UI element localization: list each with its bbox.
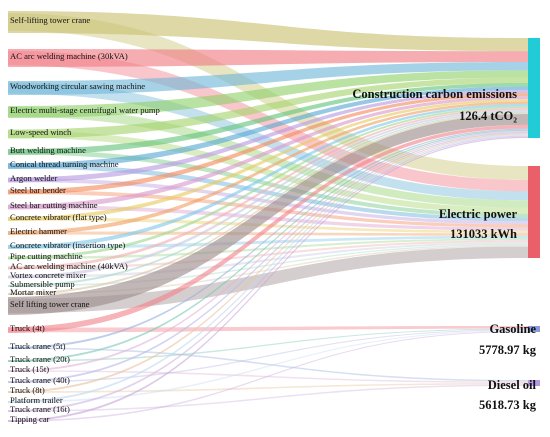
- flow-electric-multi-stage-centrifugal-water-pump-to-electric-power: [8, 107, 528, 208]
- flow-conical-thread-turning-machine-to-construction-carbon-emissions: [8, 86, 528, 169]
- target-value-diesel-oil: 5618.73 kg: [479, 398, 537, 412]
- flow-ac-arc-welding-machine-30kva-to-construction-carbon-emissions: [8, 49, 528, 67]
- source-label-platform-trailer: Platform trailer: [10, 395, 63, 405]
- source-label-concrete-vibrator-insertion-type: Concrete vibrator (insertion type): [10, 240, 125, 250]
- target-value-construction-carbon-emissions: 126.4 tCO₂: [459, 109, 517, 123]
- flow-tipping-car-to-construction-carbon-emissions: [8, 136, 528, 422]
- flow-truck-crane-16t-to-construction-carbon-emissions: [8, 135, 528, 412]
- source-label-woodworking-circular-sawing-machine: Woodworking circular sawing machine: [10, 81, 145, 91]
- source-label-steel-bar-cutting-machine: Steel bar cutting machine: [10, 200, 98, 210]
- flow-electric-multi-stage-centrifugal-water-pump-to-construction-carbon-emissions: [8, 70, 528, 118]
- source-label-conical-thread-turning-machine: Conical thread turning machine: [10, 159, 119, 169]
- flow-truck-crane-40t-to-construction-carbon-emissions: [8, 132, 528, 383]
- flow-mortar-mixer-to-electric-power: [8, 245, 528, 295]
- flow-self-lifting-tower-crane-to-construction-carbon-emissions: [8, 11, 528, 52]
- flow-steel-bar-bender-to-construction-carbon-emissions: [8, 93, 528, 195]
- flow-truck-crane-16t-to-diesel-oil: [8, 384, 528, 412]
- source-label-butt-welding-machine: Butt welding machine: [10, 145, 86, 155]
- flow-links: [8, 11, 528, 422]
- flow-truck-crane-5t-to-diesel-oil: [8, 347, 528, 382]
- target-labels: Construction carbon emissions 126.4 tCO₂ E…: [352, 87, 536, 412]
- flow-platform-trailer-to-construction-carbon-emissions: [8, 134, 528, 404]
- source-label-pipe-cutting-machine: Pipe cutting machine: [10, 251, 83, 261]
- flow-ac-arc-welding-machine-40kva-to-electric-power: [8, 240, 528, 270]
- flow-woodworking-circular-sawing-machine-to-construction-carbon-emissions: [8, 61, 528, 95]
- flow-tipping-car-to-gasoline: [8, 331, 528, 422]
- source-label-submersible-pump: Submersible pump: [10, 279, 75, 289]
- target-label-gasoline: Gasoline: [489, 322, 536, 336]
- source-label-electric-multi-stage-centrifugal-water-pump: Electric multi-stage centrifugal water p…: [10, 105, 160, 115]
- flow-submersible-pump-to-electric-power: [8, 244, 528, 287]
- target-value-gasoline: 5778.97 kg: [479, 343, 537, 357]
- source-label-truck-15t: Truck (15t): [10, 364, 49, 374]
- flow-truck-crane-5t-to-construction-carbon-emissions: [8, 128, 528, 349]
- source-label-ac-arc-welding-machine-30kva: AC arc welding machine (30kVA): [10, 51, 128, 61]
- flow-mortar-mixer-to-construction-carbon-emissions: [8, 112, 528, 295]
- source-label-self-lifting-tower-crane: Self lifting tower crane: [10, 299, 90, 309]
- target-nodes: [528, 38, 540, 386]
- flow-truck-4t-to-gasoline: [8, 326, 528, 333]
- source-label-tipping-car: Tipping car: [10, 414, 50, 424]
- source-label-ac-arc-welding-machine-40kva: AC arc welding machine (40kVA): [10, 261, 128, 271]
- flow-ac-arc-welding-machine-30kva-to-electric-power: [8, 50, 528, 192]
- source-label-mortar-mixer: Mortar mixer: [10, 287, 56, 297]
- source-label-truck-crane-40t: Truck crane (40t): [10, 375, 70, 385]
- source-label-self-lifting-tower-crane: Self-lifting tower crane: [10, 15, 90, 25]
- flow-pipe-cutting-machine-to-electric-power: [8, 238, 528, 260]
- source-label-truck-crane-16t: Truck crane (16t): [10, 404, 70, 414]
- source-label-truck-crane-5t: Truck crane (5t): [10, 341, 66, 351]
- target-value-electric-power: 131033 kWh: [450, 227, 517, 241]
- flow-argon-welder-to-construction-carbon-emissions: [8, 90, 528, 183]
- node-gasoline: [528, 326, 540, 332]
- target-label-diesel-oil: Diesel oil: [488, 378, 537, 392]
- flow-steel-bar-cutting-machine-to-construction-carbon-emissions: [8, 96, 528, 210]
- source-label-steel-bar-bender: Steel bar bender: [10, 185, 66, 195]
- source-label-vortex-concrete-mixer: Vortex concrete mixer: [10, 270, 86, 280]
- target-label-electric-power: Electric power: [439, 207, 518, 221]
- flow-truck-crane-20t-to-gasoline: [8, 328, 528, 362]
- flow-low-speed-winch-to-construction-carbon-emissions: [8, 77, 528, 139]
- target-label-construction-carbon-emissions: Construction carbon emissions: [352, 87, 517, 101]
- source-label-low-speed-winch: Low-speed winch: [10, 127, 72, 137]
- source-label-argon-welder: Argon welder: [10, 173, 57, 183]
- source-label-truck-8t: Truck (8t): [10, 385, 45, 395]
- flow-truck-4t-to-construction-carbon-emissions: [8, 124, 528, 333]
- flow-pipe-cutting-machine-to-construction-carbon-emissions: [8, 106, 528, 260]
- source-label-electric-hammer: Electric hammer: [10, 226, 67, 236]
- source-label-truck-crane-20t: Truck crane (20t): [10, 354, 70, 364]
- flow-truck-crane-20t-to-construction-carbon-emissions: [8, 129, 528, 362]
- flow-conical-thread-turning-machine-to-electric-power: [8, 163, 528, 222]
- node-electric-power: [528, 166, 540, 258]
- flow-truck-15t-to-construction-carbon-emissions: [8, 130, 528, 372]
- flow-butt-welding-machine-to-construction-carbon-emissions: [8, 82, 528, 155]
- flow-low-speed-winch-to-electric-power: [8, 130, 528, 214]
- flow-concrete-vibrator-insertion-type-to-construction-carbon-emissions: [8, 103, 528, 250]
- flow-vortex-concrete-mixer-to-construction-carbon-emissions: [8, 109, 528, 279]
- flow-truck-15t-to-diesel-oil: [8, 370, 528, 383]
- flow-submersible-pump-to-construction-carbon-emissions: [8, 111, 528, 287]
- flow-concrete-vibrator-insertion-type-to-electric-power: [8, 235, 528, 249]
- flow-ac-arc-welding-machine-40kva-to-construction-carbon-emissions: [8, 108, 528, 270]
- source-label-truck-4t: Truck (4t): [10, 323, 45, 333]
- flow-vortex-concrete-mixer-to-electric-power: [8, 242, 528, 279]
- flow-electric-hammer-to-construction-carbon-emissions: [8, 101, 528, 235]
- flow-concrete-vibrator-flat-type-to-electric-power: [8, 217, 528, 234]
- flow-concrete-vibrator-flat-type-to-construction-carbon-emissions: [8, 99, 528, 221]
- flow-argon-welder-to-electric-power: [8, 178, 528, 225]
- node-diesel-oil: [528, 380, 540, 386]
- source-labels: Self-lifting tower crane AC arc welding m…: [10, 15, 160, 424]
- flow-truck-8t-to-diesel-oil: [8, 383, 528, 393]
- flow-truck-8t-to-construction-carbon-emissions: [8, 133, 528, 393]
- node-construction-carbon-emissions: [528, 38, 540, 138]
- flow-platform-trailer-to-gasoline: [8, 330, 528, 403]
- source-label-concrete-vibrator-flat-type: Concrete vibrator (flat type): [10, 212, 107, 222]
- flow-truck-crane-40t-to-gasoline: [8, 329, 528, 383]
- flow-self-lifting-tower-crane-to-construction-carbon-emissions: [8, 114, 528, 315]
